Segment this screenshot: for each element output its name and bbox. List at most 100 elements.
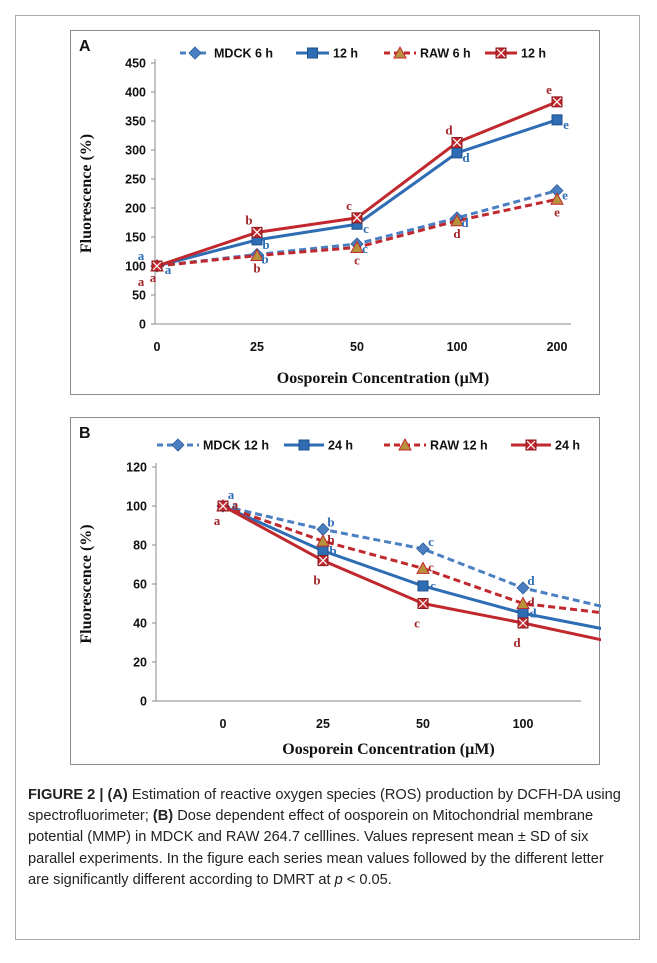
chart-a-legend: MDCK 6 h 12 h RAW 6 h 12 h bbox=[180, 45, 546, 61]
chart-b-x-tick-label: 0 bbox=[220, 717, 227, 731]
chart-a-legend-3-marker bbox=[495, 47, 507, 59]
caption-a-text: Estimation of reactive oxygen species (R… bbox=[28, 787, 621, 825]
chart-a-series-1-letter: c bbox=[363, 221, 369, 236]
chart-a-y-axis-title: Fluorescence (%) bbox=[78, 134, 95, 253]
chart-a-series-3-letter: c bbox=[346, 198, 352, 213]
chart-a-y-tick-label: 100 bbox=[125, 260, 146, 274]
chart-b-series-2-letter: a bbox=[232, 497, 239, 512]
chart-a-series-3-point-cross bbox=[252, 227, 262, 237]
chart-a-legend-3-label: 12 h bbox=[521, 47, 546, 61]
chart-b-series-3-letter: d bbox=[513, 635, 521, 650]
chart-a-series-2-letter: a bbox=[150, 270, 157, 285]
chart-b-series-0-letter: c bbox=[428, 534, 434, 549]
chart-a-legend-0-label: MDCK 6 h bbox=[214, 47, 273, 61]
chart-b-legend-3-label: 24 h bbox=[555, 439, 580, 453]
chart-b-series-2-point bbox=[516, 596, 530, 609]
chart-a-series-0-letter: d bbox=[461, 215, 469, 230]
chart-a-legend-2-label: RAW 6 h bbox=[420, 47, 471, 61]
chart-b-panel-label: B bbox=[79, 425, 91, 442]
chart-b-series-3-letter: c bbox=[414, 616, 420, 631]
chart-b-y-tick-label: 60 bbox=[133, 578, 147, 592]
chart-a-series-1-letter: e bbox=[563, 117, 569, 132]
chart-b-series-1-letter: a bbox=[232, 498, 239, 513]
chart-a-series-1-point bbox=[451, 147, 463, 159]
chart-a-series-0-letter: a bbox=[165, 262, 172, 277]
chart-b-series-1-point bbox=[417, 580, 429, 592]
chart-b-series-1-letter: b bbox=[329, 543, 336, 558]
chart-b-legend-0-label: MDCK 12 h bbox=[203, 439, 269, 453]
chart-a-legend-1-label: 12 h bbox=[333, 47, 358, 61]
chart-a-y-tick-label: 50 bbox=[132, 289, 146, 303]
chart-a-panel-label: A bbox=[79, 38, 91, 55]
chart-a-series-2-letter: c bbox=[354, 252, 360, 267]
chart-b-series-2-point bbox=[416, 561, 430, 574]
figure-label: FIGURE 2 | bbox=[28, 787, 108, 803]
chart-a-y-tick-label: 450 bbox=[125, 57, 146, 71]
chart-b-series-2-point bbox=[316, 534, 330, 547]
chart-a-x-tick-label: 0 bbox=[154, 340, 161, 354]
chart-b-series-2-letter: b bbox=[327, 532, 334, 547]
chart-b-legend-2-marker bbox=[398, 437, 412, 451]
chart-b-legend-1-marker bbox=[298, 439, 310, 451]
chart-b-svg: B02040608010012002550100200Oosporein Con… bbox=[78, 425, 601, 758]
chart-a-series-0-letter: c bbox=[362, 241, 368, 256]
chart-a-series-3-point-cross bbox=[552, 97, 562, 107]
chart-b-series-2-letter: d bbox=[527, 595, 535, 610]
caption-p-text: < 0.05. bbox=[342, 871, 392, 888]
chart-a-series-0-letter: b bbox=[261, 251, 268, 266]
chart-a-x-tick-label: 200 bbox=[547, 340, 568, 354]
chart-b-series-0-point bbox=[516, 581, 530, 595]
chart-b-y-tick-label: 20 bbox=[133, 656, 147, 670]
chart-b-series-3-point-cross bbox=[218, 501, 228, 511]
chart-b-series-3-point-cross bbox=[318, 556, 328, 566]
chart-a-legend-0-marker bbox=[188, 46, 202, 60]
chart-b-series-0-point bbox=[416, 542, 430, 556]
chart-a-series-3-point-cross bbox=[152, 261, 162, 271]
chart-b-series-3-point-cross bbox=[518, 618, 528, 628]
chart-b-series-1-point bbox=[317, 545, 329, 557]
chart-b-series-3-point bbox=[417, 598, 429, 609]
chart-a-series-2-point bbox=[550, 192, 564, 205]
chart-b-y-tick-label: 40 bbox=[133, 617, 147, 631]
chart-b-series-3-point bbox=[517, 617, 529, 629]
chart-a-series-3-point bbox=[551, 96, 563, 108]
chart-b-series-1-letter: d bbox=[529, 605, 537, 620]
chart-b-legend-0-marker bbox=[171, 438, 185, 452]
chart-b-y-tick-label: 80 bbox=[133, 539, 147, 553]
chart-a-series-1-letter: a bbox=[138, 248, 145, 263]
chart-b-series-0-line bbox=[222, 504, 601, 608]
chart-b-series-0-letter: a bbox=[228, 487, 235, 502]
chart-b-legend-3-marker-cross bbox=[526, 440, 536, 450]
figure-frame bbox=[15, 15, 640, 940]
caption-a-label: (A) bbox=[107, 787, 128, 803]
chart-b-y-tick-label: 0 bbox=[140, 695, 147, 709]
chart-a-series-1-point bbox=[551, 114, 563, 126]
chart-b-x-tick-label: 50 bbox=[416, 717, 430, 731]
chart-a-series-3-point bbox=[451, 136, 463, 148]
chart-b-series-0-letter: d bbox=[527, 573, 535, 588]
chart-a-svg: A 0 50 100 150 200 250 300 350 400 450 0 25 50 100 200 O… bbox=[78, 38, 571, 387]
chart-a-series-0-letter: e bbox=[562, 188, 568, 203]
chart-a-x-tick-label: 100 bbox=[447, 340, 468, 354]
chart-a-y-tick-label: 250 bbox=[125, 173, 146, 187]
chart-a-y-tick-label: 400 bbox=[125, 86, 146, 100]
chart-a-legend-3-marker-cross bbox=[496, 48, 506, 58]
chart-a-series-2-point bbox=[250, 248, 264, 262]
chart-a-x-axis-title: Oosporein Concentration (µM) bbox=[277, 370, 489, 387]
chart-a-series-2-point bbox=[350, 240, 364, 253]
chart-b-x-tick-label: 25 bbox=[316, 717, 330, 731]
chart-a-y-tick-label: 0 bbox=[139, 318, 146, 332]
chart-a-series-2-letter: b bbox=[253, 261, 260, 276]
figure-caption: FIGURE 2 | (A) Estimation of reactive ox… bbox=[28, 785, 628, 891]
chart-b-series-3-point bbox=[217, 500, 229, 512]
chart-b-y-axis-title: Fluorescence (%) bbox=[78, 524, 95, 643]
chart-b-series-0-letter: b bbox=[327, 514, 334, 529]
chart-a-series-3-letter: b bbox=[245, 212, 252, 227]
chart-a-series-3-letter: d bbox=[445, 122, 453, 137]
chart-a-series-2-letter: e bbox=[554, 204, 560, 219]
chart-b-series-1-point bbox=[517, 607, 529, 619]
chart-a-series-3-letter: a bbox=[138, 274, 145, 289]
caption-b-text: Dose dependent effect of oosporein on Mi… bbox=[28, 808, 604, 888]
chart-panel-b: B02040608010012002550100200Oosporein Con… bbox=[70, 417, 601, 765]
chart-b-legend: MDCK 12 h 24 h RAW 12 h 24 h bbox=[157, 437, 580, 453]
